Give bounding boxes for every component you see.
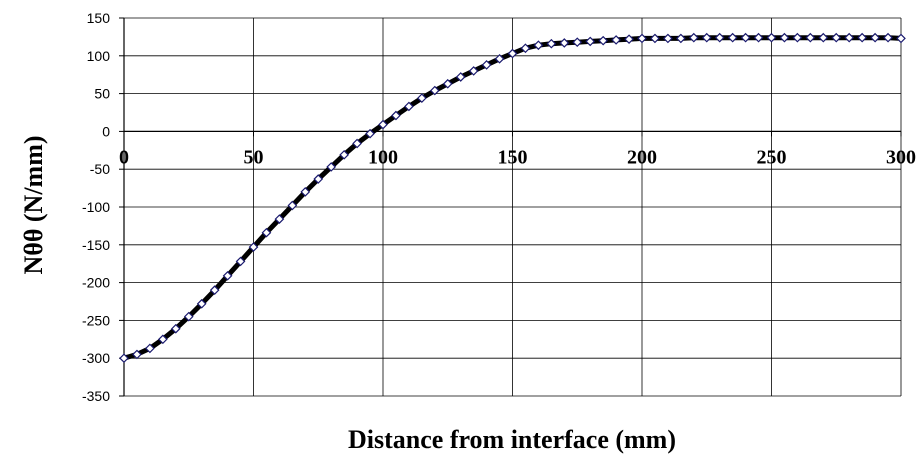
- data-point: [572, 37, 583, 48]
- x-axis-title: Distance from interface (mm): [348, 425, 676, 454]
- y-axis-title: Nθθ (N/mm): [19, 135, 48, 274]
- data-point: [378, 119, 388, 130]
- data-point: [805, 32, 816, 43]
- grid: [123, 17, 902, 397]
- data-point: [313, 174, 324, 184]
- data-point: [222, 270, 233, 281]
- x-tick-label: 300: [886, 146, 916, 168]
- y-tick-label: -350: [82, 388, 110, 404]
- y-tick-label: -100: [82, 199, 110, 215]
- data-point: [650, 33, 660, 44]
- data-point: [688, 32, 699, 43]
- data-point: [339, 149, 349, 160]
- data-point: [507, 48, 518, 59]
- data-point: [559, 38, 570, 48]
- data-point: [455, 72, 466, 82]
- data-point: [624, 34, 634, 45]
- data-point: [170, 323, 181, 334]
- data-point: [533, 40, 544, 51]
- data-point: [701, 32, 712, 43]
- data-point: [676, 33, 686, 44]
- data-point: [779, 32, 790, 43]
- data-point: [753, 32, 764, 43]
- data-point: [429, 85, 440, 96]
- data-point: [196, 298, 207, 309]
- data-point: [896, 33, 906, 44]
- y-tick-label: 50: [94, 86, 110, 102]
- y-tick-labels: 150 100 50 0 -50 -100 -150 -200 -250 -300 -350: [82, 10, 110, 404]
- data-point: [274, 214, 285, 224]
- x-tick-label: 200: [627, 146, 657, 168]
- series: [119, 32, 906, 364]
- y-tick-label: 100: [87, 48, 111, 64]
- data-point: [287, 200, 298, 211]
- x-tick-labels: 0 50 100 150 200 250 300: [119, 146, 916, 168]
- data-point: [857, 32, 867, 43]
- data-point: [818, 32, 829, 43]
- y-tick-label: -150: [82, 237, 110, 253]
- data-point: [883, 32, 893, 43]
- data-point: [352, 138, 362, 149]
- data-point: [585, 36, 596, 47]
- data-point: [365, 128, 375, 139]
- y-tick-label: -300: [82, 350, 110, 366]
- data-point: [145, 343, 155, 354]
- data-point: [844, 32, 855, 43]
- y-tick-label: -250: [82, 312, 110, 328]
- data-point: [766, 32, 777, 43]
- data-point: [468, 66, 479, 76]
- data-point: [481, 60, 492, 70]
- data-point: [417, 93, 427, 103]
- data-point: [740, 32, 751, 43]
- data-point: [714, 32, 725, 43]
- data-point: [611, 35, 621, 45]
- y-tick-label: 150: [87, 10, 111, 26]
- data-point: [248, 242, 259, 252]
- data-point: [235, 256, 246, 267]
- data-point: [158, 334, 168, 345]
- data-point: [391, 110, 401, 121]
- data-point: [494, 53, 505, 64]
- data-point: [183, 311, 194, 322]
- data-point: [727, 32, 738, 43]
- data-point: [792, 32, 803, 43]
- data-point: [546, 38, 557, 49]
- data-point: [663, 33, 673, 44]
- x-tick-label: 100: [368, 146, 398, 168]
- x-tick-label: 0: [119, 146, 129, 168]
- data-point: [442, 78, 453, 89]
- axes: [119, 17, 902, 397]
- data-point: [261, 227, 272, 238]
- data-point: [404, 101, 414, 112]
- data-point: [209, 285, 220, 296]
- data-point: [326, 162, 337, 172]
- data-point: [132, 349, 142, 360]
- x-tick-label: 50: [244, 146, 264, 168]
- data-point: [637, 33, 647, 44]
- data-point: [598, 35, 608, 46]
- data-point: [119, 353, 129, 364]
- y-tick-label: 0: [102, 123, 110, 139]
- y-tick-label: -200: [82, 275, 110, 291]
- x-tick-label: 250: [757, 146, 787, 168]
- data-point: [300, 187, 311, 197]
- y-tick-label: -50: [90, 161, 110, 177]
- data-point: [870, 32, 880, 43]
- x-tick-label: 150: [498, 146, 528, 168]
- data-point: [831, 32, 842, 43]
- data-point: [520, 43, 531, 54]
